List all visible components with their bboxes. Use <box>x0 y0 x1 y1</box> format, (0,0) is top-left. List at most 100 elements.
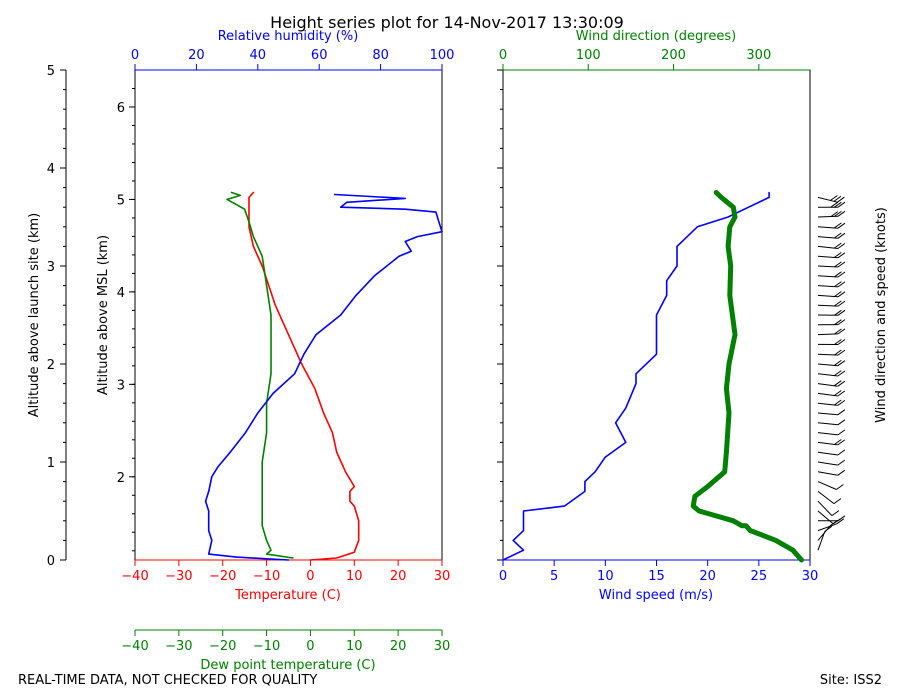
wind-barb-feather <box>834 242 842 249</box>
wind-barb-feather <box>833 195 842 202</box>
wind-barb-feather <box>836 484 844 490</box>
wind-barb-feather <box>834 271 842 278</box>
wind-barb <box>817 451 838 456</box>
humidity-tick-label: 80 <box>372 48 389 63</box>
wind-barb-feather <box>837 439 846 446</box>
msl-tick-label: 2 <box>117 471 125 486</box>
wind-barb-feather <box>837 271 846 278</box>
msl-tick-label: 4 <box>117 286 125 301</box>
wind-barb-feather <box>837 339 846 345</box>
wind-barb <box>817 432 838 436</box>
wind-barb-feather <box>837 449 846 456</box>
wind-barb-feather <box>837 319 846 326</box>
wind-barb-feather <box>834 309 842 316</box>
wind-speed-tick-label: 5 <box>550 569 558 584</box>
left-panel-frame <box>134 69 443 561</box>
wind-barb-feather <box>834 252 842 258</box>
wind-barb <box>817 523 837 532</box>
wind-barb-feather <box>834 328 842 335</box>
launch-tick-label: 5 <box>47 64 55 79</box>
wind-barb-feather <box>834 399 842 406</box>
wind-speed-axis-label: Wind speed (m/s) <box>599 588 713 603</box>
launch-tick-label: 1 <box>47 456 55 471</box>
launch-tick-label: 3 <box>47 260 55 275</box>
msl-tick-label: 3 <box>117 378 125 393</box>
wind-barb-feather <box>837 281 846 288</box>
temperature-axis-label: Temperature (C) <box>234 588 341 603</box>
temperature-tick-label: 0 <box>306 569 314 584</box>
wind-barb-feather <box>837 232 846 239</box>
wind-barb-feather <box>834 261 842 268</box>
wind-barb-feather <box>834 380 842 387</box>
wind-barb-feather <box>837 261 846 268</box>
wind-barb-feather <box>837 291 846 298</box>
wind-barb-feather <box>830 195 838 201</box>
wind-barb-feather <box>837 399 846 406</box>
wind-barb-feather <box>834 370 842 377</box>
site-label: Site: ISS2 <box>819 673 882 688</box>
humidity-tick-label: 20 <box>188 48 205 63</box>
dewpoint-tick-label: 20 <box>390 639 407 654</box>
quality-disclaimer: REAL-TIME DATA, NOT CHECKED FOR QUALITY <box>18 673 318 688</box>
wind-barb <box>817 422 838 426</box>
temperature-tick-label: −10 <box>253 569 280 584</box>
wind-barb-feather <box>837 459 846 466</box>
msl-tick-label: 5 <box>117 193 125 208</box>
wind-barb-feather <box>837 429 846 436</box>
wind-barb <box>817 531 826 551</box>
wind-speed-tick-label: 25 <box>751 569 768 584</box>
temperature-tick-label: 20 <box>390 569 407 584</box>
wind-barb <box>817 471 838 476</box>
humidity-tick-label: 40 <box>250 48 267 63</box>
temperature-tick-label: 30 <box>434 569 451 584</box>
humidity-series-line <box>204 193 443 561</box>
wind-barb-feather <box>830 211 839 218</box>
wind-barb-feather <box>834 222 842 229</box>
wind-barb-feather <box>837 469 845 476</box>
wind-direction-axis-label: Wind direction (degrees) <box>576 29 736 44</box>
humidity-axis-label: Relative humidity (%) <box>218 29 359 44</box>
wind-barb <box>817 491 835 504</box>
wind-speed-tick-label: 15 <box>648 569 665 584</box>
temperature-tick-label: −40 <box>121 569 148 584</box>
wind-direction-tick-label: 100 <box>576 48 601 63</box>
launch-tick-label: 4 <box>47 162 55 177</box>
wind-barb-feather <box>834 232 842 239</box>
wind-direction-tick-label: 200 <box>661 48 686 63</box>
wind-barb-feather <box>837 222 846 229</box>
wind-barb <box>817 481 837 490</box>
wind-speed-tick-label: 10 <box>597 569 614 584</box>
wind-barb-feather <box>837 349 846 356</box>
temperature-tick-label: 10 <box>346 569 363 584</box>
wind-barb-feather <box>837 309 846 316</box>
wind-barb <box>817 524 832 541</box>
wind-barb-feather <box>834 291 842 297</box>
temperature-tick-label: −30 <box>165 569 192 584</box>
wind-barb-feather <box>834 319 842 326</box>
dewpoint-tick-label: 10 <box>346 639 363 654</box>
dewpoint-tick-label: 30 <box>434 639 451 654</box>
chart-title: Height series plot for 14-Nov-2017 13:30… <box>270 13 624 32</box>
wind-barb <box>817 510 834 525</box>
wind-barb-feather <box>834 210 842 217</box>
wind-barb-feather <box>834 439 842 445</box>
wind-barb-feather <box>837 252 846 259</box>
wind-barb-feather <box>837 196 845 203</box>
wind-barb <box>817 461 838 466</box>
wind-barb-feather <box>837 328 846 335</box>
wind-barb <box>817 412 838 416</box>
dewpoint-axis-label: Dew point temperature (C) <box>200 658 375 673</box>
wind-direction-series-line <box>690 190 804 563</box>
msl-altitude-label: Altitude above MSL (km) <box>96 235 111 395</box>
wind-barb-feather <box>837 409 846 416</box>
dewpoint-tick-label: 0 <box>306 639 314 654</box>
dewpoint-tick-label: −10 <box>253 639 280 654</box>
launch-tick-label: 0 <box>47 554 55 569</box>
wind-direction-tick-label: 300 <box>746 48 771 63</box>
launch-altitude-label: Altitude above launch site (km) <box>27 213 42 417</box>
wind-barb-feather <box>837 201 846 208</box>
wind-barb-feather <box>833 498 842 505</box>
dewpoint-tick-label: −40 <box>121 639 148 654</box>
wind-barb-feather <box>837 210 846 217</box>
